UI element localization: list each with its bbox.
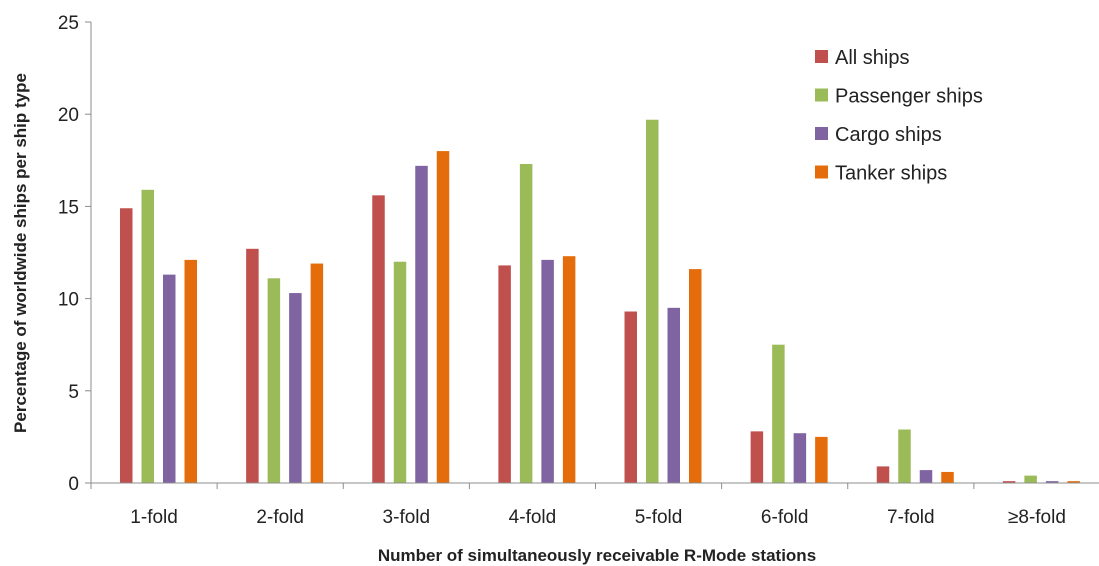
bar	[289, 293, 302, 483]
bar	[646, 119, 659, 483]
bar	[667, 307, 680, 483]
bar	[876, 466, 890, 483]
x-tick-label: 6-fold	[761, 507, 809, 528]
x-axis: 1-fold 2-fold 3-fold 4-fold 5-fold 6-fold 7-fo…	[90, 482, 1099, 528]
y-tick-label: 25	[58, 13, 79, 34]
x-axis-title: Number of simultaneously receivable R-Mo…	[378, 546, 816, 565]
bar	[267, 278, 281, 483]
bar	[898, 429, 911, 483]
x-tick-label: 5-fold	[635, 507, 683, 528]
legend-label: Tanker ships	[835, 163, 947, 185]
bar	[393, 261, 407, 483]
bar	[624, 311, 637, 483]
bar	[562, 256, 576, 483]
legend-label: Cargo ships	[835, 124, 942, 146]
x-tick-label: 7-fold	[887, 507, 935, 528]
y-tick-label: 0	[68, 474, 79, 495]
x-tick-label: ≥8-fold	[1008, 507, 1066, 528]
bar	[310, 263, 324, 483]
y-tick-label: 10	[58, 290, 79, 311]
legend-label: Passenger ships	[835, 86, 983, 108]
x-tick-label: 3-fold	[383, 507, 431, 528]
plot-area	[120, 119, 1080, 484]
legend-swatch	[815, 50, 828, 63]
bar	[793, 433, 807, 483]
y-tick-label: 5	[68, 382, 79, 403]
bar	[689, 269, 702, 483]
legend-swatch	[815, 88, 828, 102]
x-tick-label: 2-fold	[256, 507, 304, 528]
y-axis: 0 5 10 15 20 25	[58, 13, 92, 495]
bar	[941, 471, 954, 483]
bar	[120, 208, 133, 484]
y-tick-label: 15	[58, 197, 79, 218]
bar	[519, 163, 533, 484]
bar	[415, 165, 428, 483]
bar	[141, 189, 154, 484]
bar	[750, 431, 764, 483]
y-tick-label: 20	[58, 105, 79, 126]
y-axis-title: Percentage of worldwide ships per ship t…	[11, 73, 30, 433]
bar	[436, 151, 450, 483]
bar	[1045, 481, 1059, 483]
bar	[163, 274, 176, 483]
bar	[815, 436, 828, 483]
bar	[772, 344, 785, 483]
legend-swatch	[815, 127, 828, 140]
legend-label: All ships	[835, 47, 909, 69]
bar	[541, 259, 554, 483]
bar	[184, 259, 197, 483]
bar	[1024, 475, 1037, 483]
bar	[372, 195, 385, 483]
bar	[919, 470, 933, 483]
bar	[498, 265, 511, 483]
x-tick-label: 1-fold	[130, 507, 178, 528]
bar	[246, 248, 259, 483]
bar	[1067, 481, 1080, 483]
legend-swatch	[815, 165, 828, 179]
bar	[1002, 481, 1016, 483]
legend: All ships Passenger ships Cargo ships Tanke…	[815, 47, 983, 185]
x-tick-label: 4-fold	[509, 507, 557, 528]
